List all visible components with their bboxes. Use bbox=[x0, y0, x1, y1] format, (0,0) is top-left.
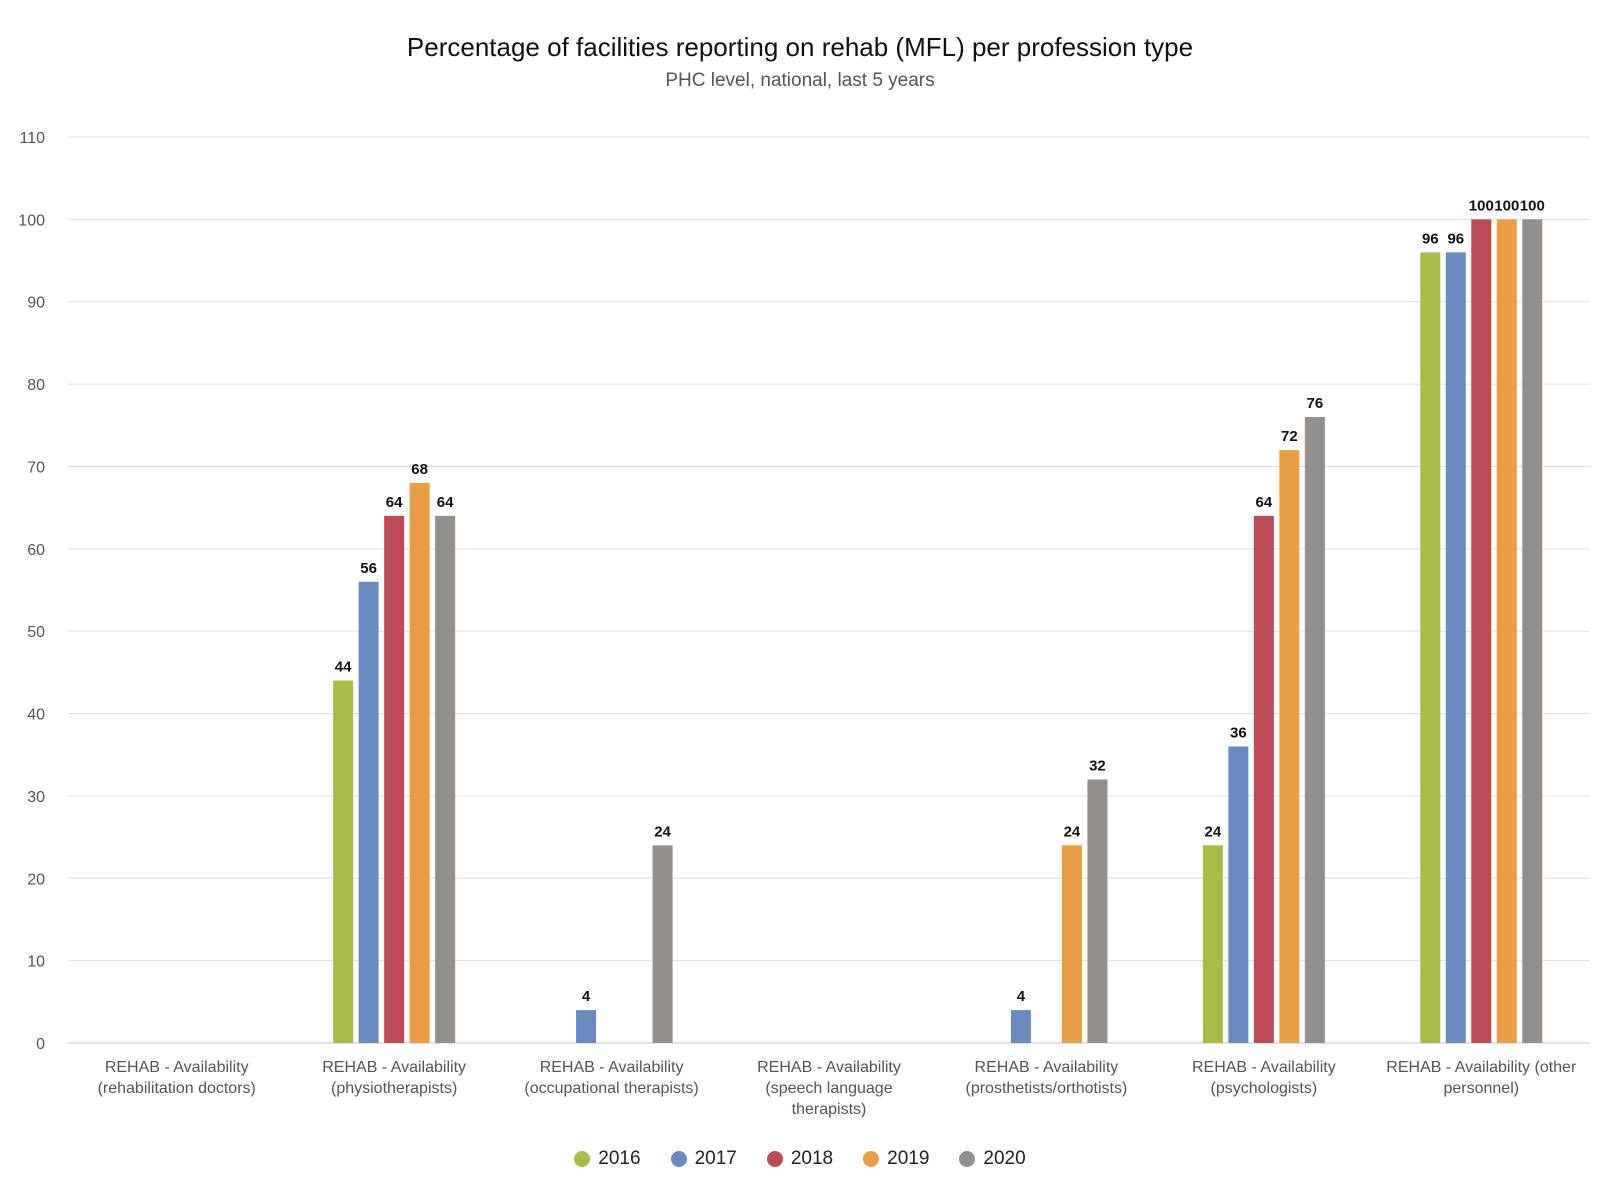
data-label: 96 bbox=[1422, 230, 1439, 247]
x-tick-label-line: REHAB - Availability bbox=[540, 1059, 684, 1076]
legend-label: 2020 bbox=[983, 1148, 1026, 1169]
x-tick-label: REHAB - Availability (physiotherapists) bbox=[322, 1059, 466, 1097]
x-tick-label-line: (rehabilitation doctors) bbox=[98, 1080, 256, 1097]
y-tick-label: 20 bbox=[27, 871, 45, 888]
x-tick-label-line: REHAB - Availability bbox=[757, 1059, 901, 1076]
x-tick-label: REHAB - Availability (speech language ther… bbox=[757, 1059, 901, 1118]
x-tick-label: REHAB - Availability (rehabilitation doct… bbox=[98, 1059, 256, 1097]
bar-2018 bbox=[1253, 515, 1274, 1043]
legend-item-2017[interactable]: 2017 bbox=[670, 1148, 737, 1170]
y-tick-label: 40 bbox=[27, 707, 45, 724]
bar-2017 bbox=[1228, 746, 1249, 1043]
bar-2020 bbox=[435, 515, 456, 1043]
chart-legend: 2016 2017 2018 2019 2020 bbox=[0, 1148, 1600, 1170]
x-tick-label-line: personnel) bbox=[1443, 1080, 1519, 1097]
y-tick-label: 30 bbox=[27, 789, 45, 806]
data-label: 24 bbox=[1064, 823, 1081, 840]
x-tick-label-line: REHAB - Availability (other bbox=[1386, 1059, 1577, 1076]
legend-label: 2018 bbox=[790, 1148, 834, 1169]
data-label: 100 bbox=[1520, 197, 1545, 214]
legend-label: 2019 bbox=[887, 1148, 930, 1169]
bar-2016 bbox=[1202, 845, 1223, 1043]
data-label: 96 bbox=[1447, 230, 1464, 247]
bar-2019 bbox=[1279, 449, 1300, 1043]
y-tick-label: 0 bbox=[36, 1036, 45, 1053]
legend-swatch bbox=[863, 1151, 880, 1167]
data-label: 76 bbox=[1307, 395, 1324, 412]
data-label: 56 bbox=[360, 560, 377, 577]
x-tick-label-line: REHAB - Availability bbox=[1192, 1059, 1336, 1076]
legend-item-2020[interactable]: 2020 bbox=[959, 1148, 1026, 1170]
y-tick-label: 60 bbox=[27, 542, 45, 559]
bar-2016 bbox=[333, 680, 354, 1043]
data-label: 44 bbox=[335, 659, 352, 676]
x-tick-label-line: (psychologists) bbox=[1211, 1080, 1318, 1097]
bar-2020 bbox=[1087, 779, 1108, 1043]
data-label: 100 bbox=[1469, 197, 1494, 214]
bar-2019 bbox=[409, 482, 430, 1044]
bar-2018 bbox=[1471, 219, 1492, 1043]
bar-2020 bbox=[1304, 417, 1325, 1043]
x-tick-label: REHAB - Availability (psychologists) bbox=[1192, 1059, 1336, 1097]
legend-item-2019[interactable]: 2019 bbox=[863, 1148, 929, 1170]
y-tick-label: 50 bbox=[27, 624, 45, 641]
bar-2019 bbox=[1496, 219, 1517, 1043]
bar-2017 bbox=[358, 581, 379, 1043]
legend-label: 2016 bbox=[598, 1148, 641, 1169]
legend-swatch bbox=[766, 1151, 783, 1167]
chart-title: Percentage of facilities reporting on re… bbox=[406, 32, 1194, 62]
x-tick-label-line: REHAB - Availability bbox=[322, 1059, 466, 1076]
x-tick-label: REHAB - Availability (other personnel) bbox=[1386, 1059, 1577, 1097]
x-tick-label-line: REHAB - Availability bbox=[975, 1059, 1119, 1076]
bar-2018 bbox=[384, 515, 405, 1043]
data-label: 64 bbox=[1256, 494, 1273, 511]
data-label: 36 bbox=[1230, 724, 1247, 741]
y-tick-label: 110 bbox=[19, 130, 45, 147]
bar-2020 bbox=[652, 845, 673, 1043]
bar-2017 bbox=[576, 1010, 597, 1043]
y-tick-label: 100 bbox=[18, 212, 45, 229]
data-label: 72 bbox=[1281, 428, 1298, 445]
data-label: 100 bbox=[1494, 197, 1519, 214]
bar-2016 bbox=[1420, 252, 1441, 1044]
x-tick-label-line: (prosthetists/orthotists) bbox=[966, 1080, 1128, 1097]
data-label: 32 bbox=[1089, 757, 1106, 774]
data-label: 4 bbox=[1017, 988, 1026, 1005]
data-label: 4 bbox=[582, 988, 591, 1005]
data-label: 68 bbox=[411, 461, 428, 478]
x-tick-label-line: (occupational therapists) bbox=[524, 1080, 698, 1097]
legend-item-2018[interactable]: 2018 bbox=[766, 1148, 834, 1170]
bar-2017 bbox=[1010, 1010, 1031, 1043]
bar-2020 bbox=[1522, 219, 1543, 1043]
bar-2019 bbox=[1061, 845, 1082, 1043]
legend-item-2016[interactable]: 2016 bbox=[574, 1148, 641, 1170]
data-label: 64 bbox=[386, 494, 403, 511]
bar-2017 bbox=[1445, 252, 1466, 1044]
x-tick-label-line: therapists) bbox=[792, 1101, 867, 1118]
chart-subtitle: PHC level, national, last 5 years bbox=[665, 70, 935, 91]
legend-swatch bbox=[574, 1151, 591, 1167]
legend-label: 2017 bbox=[694, 1148, 737, 1169]
data-label: 64 bbox=[437, 494, 454, 511]
y-tick-label: 10 bbox=[27, 954, 45, 971]
data-label: 24 bbox=[1205, 823, 1222, 840]
y-tick-label: 70 bbox=[27, 459, 45, 476]
x-tick-label-line: (physiotherapists) bbox=[331, 1080, 457, 1097]
data-label: 24 bbox=[654, 823, 671, 840]
x-tick-label: REHAB - Availability (prosthetists/orthot… bbox=[966, 1059, 1128, 1097]
y-tick-label: 80 bbox=[27, 377, 45, 394]
y-tick-label: 90 bbox=[27, 295, 45, 312]
x-tick-label: REHAB - Availability (occupational therap… bbox=[524, 1059, 698, 1097]
x-tick-label-line: (speech language bbox=[765, 1080, 892, 1097]
legend-swatch bbox=[959, 1151, 976, 1167]
legend-swatch bbox=[670, 1151, 687, 1167]
x-tick-label-line: REHAB - Availability bbox=[105, 1059, 249, 1076]
